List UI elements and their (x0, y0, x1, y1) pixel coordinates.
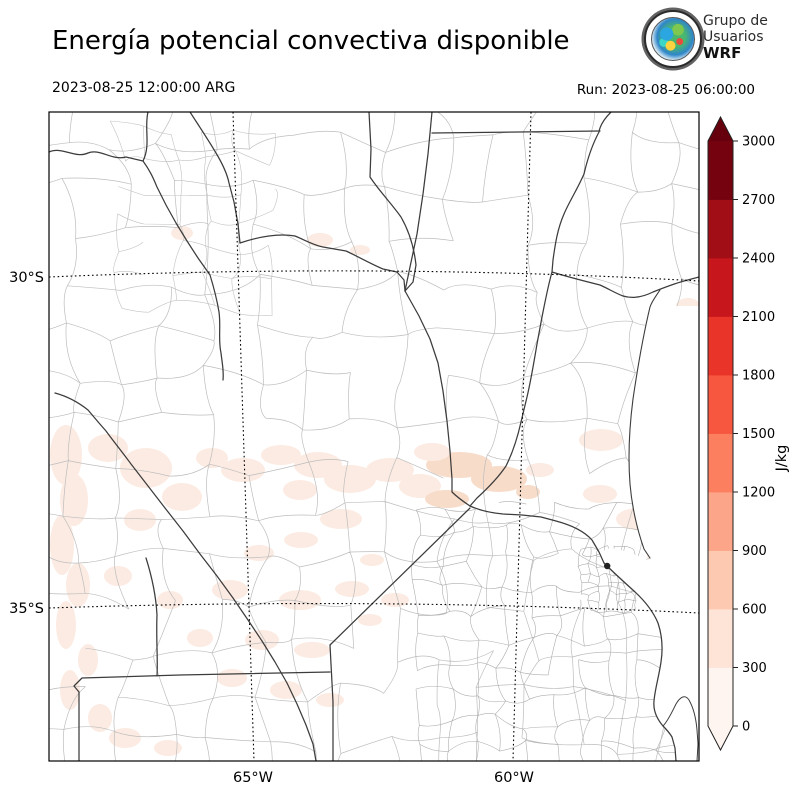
ylabel-35s: 35°S (9, 601, 44, 617)
colorbar-under-arrow (708, 726, 733, 750)
border-salta-santiago (368, 112, 417, 292)
border-chaco-santafe (431, 130, 601, 134)
colorbar-segment (708, 316, 733, 376)
gridline-35s (49, 602, 699, 614)
graticule-lines (49, 112, 699, 761)
border-northwest (49, 149, 144, 162)
colorbar-segment (708, 375, 733, 434)
logo-text: Grupo de Usuarios WRF (703, 13, 768, 61)
colorbar-segment (708, 433, 733, 493)
colorbar-tick-label: 2700 (742, 193, 775, 208)
colorbar-segment (708, 141, 733, 200)
valid-time-label: 2023-08-25 12:00:00 ARG (52, 80, 236, 96)
colorbar-unit-label: J/kg (774, 445, 790, 473)
run-time-label: Run: 2023-08-25 06:00:00 (576, 82, 755, 98)
logo-globe-icon (651, 17, 695, 61)
caba-marker (604, 562, 611, 570)
border-buenosaires-west-diagonal (329, 507, 471, 646)
colorbar-over-arrow (708, 117, 733, 141)
border-tucuman-east (189, 112, 241, 244)
border-lapampa-northwest (73, 671, 331, 761)
border-santiago-south (239, 234, 406, 292)
colorbar-segment (708, 609, 733, 668)
colorbar-segment (708, 199, 733, 259)
colorbar-segment (708, 550, 733, 610)
colorbar-segment (708, 667, 733, 727)
colorbar-tick-label: 2400 (742, 252, 775, 267)
colorbar-tick-label: 900 (742, 544, 767, 559)
border-tucuman-west (142, 160, 224, 381)
gridline-65w (232, 112, 255, 761)
colorbar-tick-label: 2100 (742, 310, 775, 325)
border-santiago-east (404, 112, 433, 292)
xlabel-65w: 65°W (233, 770, 273, 786)
colorbar-tick-label: 1500 (742, 427, 775, 442)
map-frame (48, 111, 700, 762)
border-buenosaires-west (329, 644, 334, 761)
wrf-users-group-logo-icon (644, 10, 702, 68)
colorbar-tick-label: 1800 (742, 369, 775, 384)
border-sanluis-west (145, 557, 158, 677)
colorbar-tick-label: 600 (742, 603, 767, 618)
gridline-60w (512, 112, 532, 761)
samborombon-spit (662, 696, 699, 761)
xlabel-60w: 60°W (494, 770, 534, 786)
uruguay-river (628, 289, 661, 559)
gridline-30s (49, 270, 699, 282)
border-cordoba-santafe (404, 290, 471, 507)
atlantic-coast (603, 562, 677, 761)
border-buenosaires-north (469, 505, 605, 564)
desaguadero-river (54, 392, 317, 761)
colorbar-segment (708, 258, 733, 317)
colorbar: 0 300 600 900 1200 1500 1800 2100 2400 2700 3000 (707, 115, 775, 752)
ylabel-30s: 30°S (9, 270, 44, 286)
province-borders (49, 112, 699, 761)
colorbar-tick-label: 300 (742, 661, 767, 676)
colorbar-tick-label: 3000 (742, 135, 775, 150)
colorbar-segment (708, 492, 733, 551)
logo-line3: WRF (703, 44, 742, 62)
border-corrientes-entrerios (551, 271, 699, 298)
logo-line2: Usuarios (703, 29, 764, 45)
colorbar-tick-label: 0 (742, 720, 750, 735)
page-title: Energía potencial convectiva disponible (52, 26, 570, 56)
border-tucuman-north (142, 112, 149, 162)
rio-de-la-plata-water (598, 306, 699, 761)
logo-line1: Grupo de (703, 13, 768, 29)
colorbar-tick-label: 1200 (742, 486, 775, 501)
